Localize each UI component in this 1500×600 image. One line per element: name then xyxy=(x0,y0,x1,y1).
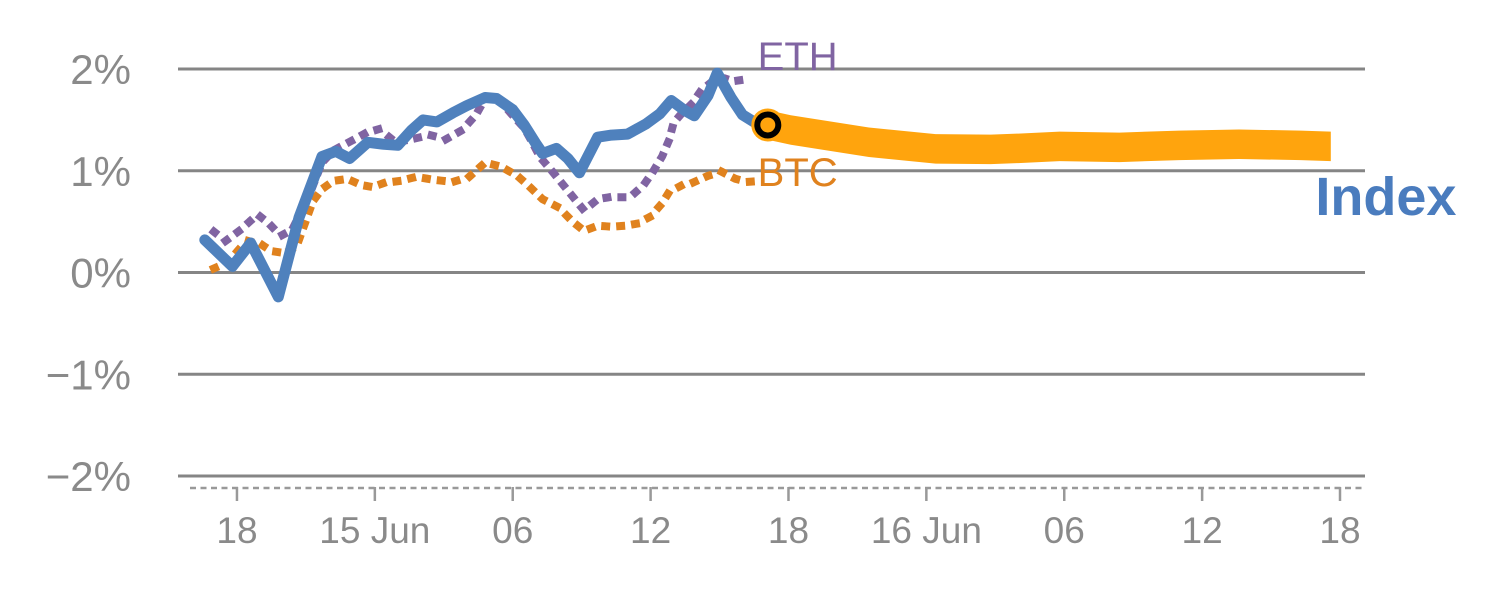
x-axis: 18 15 Jun 06 12 18 16 Jun 06 12 18 xyxy=(190,486,1365,551)
x-tick-label: 12 xyxy=(630,510,671,551)
y-gridlines xyxy=(178,67,1365,478)
x-tick-label: 06 xyxy=(1044,510,1085,551)
eth-series-label: ETH xyxy=(757,34,838,79)
x-tick-label: 06 xyxy=(492,510,533,551)
index-series-line xyxy=(199,67,774,303)
y-axis-labels: 2% 1% 0% −1% −2% xyxy=(46,46,131,500)
btc-series-line xyxy=(208,158,766,274)
x-tick-label: 12 xyxy=(1182,510,1223,551)
last-observation-marker xyxy=(751,108,785,142)
btc-series-label: BTC xyxy=(757,150,838,195)
x-tick-label: 18 xyxy=(216,510,257,551)
y-tick-label: −1% xyxy=(46,351,131,398)
index-forecast-band xyxy=(767,110,1331,165)
x-tick-label: 16 Jun xyxy=(871,510,982,551)
y-tick-label: 2% xyxy=(70,46,131,93)
index-series-label: Index xyxy=(1315,167,1457,228)
y-tick-label: −2% xyxy=(46,453,131,500)
x-tick-label: 18 xyxy=(768,510,809,551)
x-tick-label: 15 Jun xyxy=(319,510,430,551)
x-tick-label: 18 xyxy=(1319,510,1360,551)
y-tick-label: 1% xyxy=(70,148,131,195)
y-tick-label: 0% xyxy=(70,250,131,297)
